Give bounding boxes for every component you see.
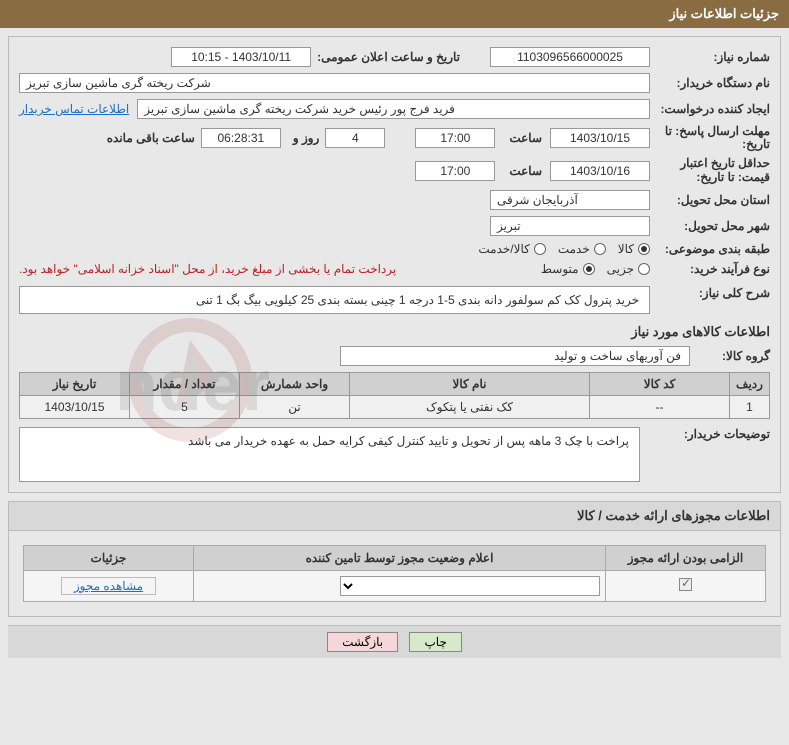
back-button[interactable]: بازگشت bbox=[327, 632, 398, 652]
buyer-contact-link[interactable]: اطلاعات تماس خریدار bbox=[19, 102, 129, 116]
status-select[interactable] bbox=[340, 576, 600, 596]
col-qty: تعداد / مقدار bbox=[130, 372, 240, 395]
goods-section-title: اطلاعات کالاهای مورد نیاز bbox=[19, 324, 770, 340]
radio-minor[interactable]: جزیی bbox=[607, 262, 650, 276]
col-unit: واحد شمارش bbox=[240, 372, 350, 395]
deadline-date: 1403/10/15 bbox=[550, 128, 650, 148]
deadline-time: 17:00 bbox=[415, 128, 495, 148]
time-label-1: ساعت bbox=[503, 131, 542, 145]
validity-date: 1403/10/16 bbox=[550, 161, 650, 181]
deadline-label: مهلت ارسال پاسخ: تا تاریخ: bbox=[650, 125, 770, 151]
radio-dot-icon bbox=[638, 263, 650, 275]
radio-dot-icon bbox=[638, 243, 650, 255]
category-radios: کالا خدمت کالا/خدمت bbox=[478, 242, 650, 256]
remain-days: 4 bbox=[325, 128, 385, 148]
group-value: فن آوریهای ساخت و تولید bbox=[340, 346, 690, 366]
mandatory-checkbox[interactable] bbox=[679, 578, 692, 591]
goods-table: ردیف کد کالا نام کالا واحد شمارش تعداد /… bbox=[19, 372, 770, 419]
radio-khedmat[interactable]: خدمت bbox=[558, 242, 606, 256]
buyer-notes-text: پراخت با چک 3 ماهه پس از تحویل و تایید ک… bbox=[188, 434, 629, 448]
cell-unit: تن bbox=[240, 395, 350, 418]
buyer-org-value: شرکت ریخته گری ماشین سازی تبریز bbox=[19, 73, 650, 93]
col-date: تاریخ نیاز bbox=[20, 372, 130, 395]
perm-col-status: اعلام وضعیت مجوز توسط تامین کننده bbox=[194, 545, 606, 570]
cell-code: -- bbox=[590, 395, 730, 418]
desc-text: خرید پترول کک کم سولفور دانه بندی 5-1 در… bbox=[196, 293, 639, 307]
announce-label: تاریخ و ساعت اعلان عمومی: bbox=[311, 50, 460, 64]
perm-row: مشاهده مجوز bbox=[24, 570, 766, 601]
buyer-notes-box: پراخت با چک 3 ماهه پس از تحویل و تایید ک… bbox=[19, 427, 640, 482]
process-radios: جزیی متوسط bbox=[541, 262, 650, 276]
city-value: تبریز bbox=[490, 216, 650, 236]
desc-label: شرح کلی نیاز: bbox=[650, 286, 770, 300]
buyer-notes-label: توضیحات خریدار: bbox=[650, 427, 770, 441]
permissions-panel: الزامی بودن ارائه مجوز اعلام وضعیت مجوز … bbox=[8, 531, 781, 617]
requester-value: فرید فرج پور رئیس خرید شرکت ریخته گری ما… bbox=[137, 99, 650, 119]
announce-value: 1403/10/11 - 10:15 bbox=[171, 47, 311, 67]
permissions-table: الزامی بودن ارائه مجوز اعلام وضعیت مجوز … bbox=[23, 545, 766, 602]
time-label-2: ساعت bbox=[503, 164, 542, 178]
validity-label: حداقل تاریخ اعتبار قیمت: تا تاریخ: bbox=[650, 157, 770, 183]
radio-both[interactable]: کالا/خدمت bbox=[478, 242, 545, 256]
buyer-org-label: نام دستگاه خریدار: bbox=[650, 76, 770, 90]
perm-col-details: جزئیات bbox=[24, 545, 194, 570]
page-title: جزئیات اطلاعات نیاز bbox=[669, 6, 779, 21]
cell-idx: 1 bbox=[730, 395, 770, 418]
cell-date: 1403/10/15 bbox=[20, 395, 130, 418]
group-label: گروه کالا: bbox=[690, 349, 770, 363]
print-button[interactable]: چاپ bbox=[409, 632, 461, 652]
radio-medium[interactable]: متوسط bbox=[541, 262, 595, 276]
validity-time: 17:00 bbox=[415, 161, 495, 181]
col-row: ردیف bbox=[730, 372, 770, 395]
cell-qty: 5 bbox=[130, 395, 240, 418]
city-label: شهر محل تحویل: bbox=[650, 219, 770, 233]
process-label: نوع فرآیند خرید: bbox=[650, 262, 770, 276]
province-label: استان محل تحویل: bbox=[650, 193, 770, 207]
col-code: کد کالا bbox=[590, 372, 730, 395]
permissions-header: اطلاعات مجوزهای ارائه خدمت / کالا bbox=[8, 501, 781, 531]
remain-suffix: ساعت باقی مانده bbox=[101, 131, 195, 145]
desc-box: خرید پترول کک کم سولفور دانه بندی 5-1 در… bbox=[19, 286, 650, 314]
remain-clock: 06:28:31 bbox=[201, 128, 281, 148]
need-info-panel: شماره نیاز: 1103096566000025 تاریخ و ساع… bbox=[8, 36, 781, 493]
view-permit-link[interactable]: مشاهده مجوز bbox=[61, 577, 156, 595]
province-value: آذربایجان شرقی bbox=[490, 190, 650, 210]
days-and-label: روز و bbox=[287, 131, 320, 145]
radio-dot-icon bbox=[594, 243, 606, 255]
radio-dot-icon bbox=[583, 263, 595, 275]
treasury-note: پرداخت تمام یا بخشی از مبلغ خرید، از محل… bbox=[19, 262, 396, 276]
table-row: 1 -- کک نفتی یا پتکوک تن 5 1403/10/15 bbox=[20, 395, 770, 418]
need-no-label: شماره نیاز: bbox=[650, 50, 770, 64]
page-title-bar: جزئیات اطلاعات نیاز bbox=[0, 0, 789, 28]
category-label: طبقه بندی موضوعی: bbox=[650, 242, 770, 256]
radio-kala[interactable]: کالا bbox=[618, 242, 650, 256]
col-name: نام کالا bbox=[350, 372, 590, 395]
radio-dot-icon bbox=[534, 243, 546, 255]
need-no-value: 1103096566000025 bbox=[490, 47, 650, 67]
cell-name: کک نفتی یا پتکوک bbox=[350, 395, 590, 418]
requester-label: ایجاد کننده درخواست: bbox=[650, 102, 770, 116]
perm-col-mandatory: الزامی بودن ارائه مجوز bbox=[606, 545, 766, 570]
footer-bar: چاپ بازگشت bbox=[8, 625, 781, 658]
